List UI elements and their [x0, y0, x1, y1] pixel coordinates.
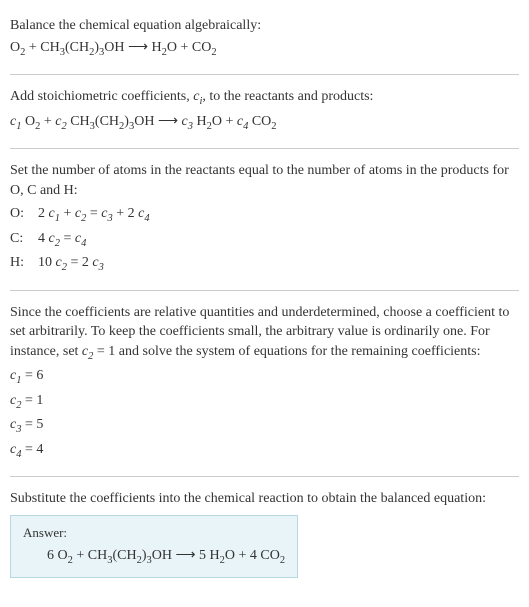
stoich-intro: Add stoichiometric coefficients, ci, to …	[10, 87, 519, 109]
equation-coefficients: c1 O2 + c2 CH3(CH2)3OH ⟶ c3 H2O + c4 CO2	[10, 112, 519, 134]
atom-equation: 4 c2 = c4	[38, 229, 86, 251]
coeff: c1	[10, 368, 21, 383]
coeff: c3	[10, 417, 21, 432]
coeff-result: c1 = 6	[10, 366, 519, 388]
atom-equation: 10 c2 = 2 c3	[38, 253, 104, 275]
atom-label: C:	[10, 229, 38, 251]
divider	[10, 74, 519, 75]
coeff-value: = 6	[21, 368, 43, 383]
atom-equation-table: O: 2 c1 + c2 = c3 + 2 c4 C: 4 c2 = c4 H:…	[10, 204, 519, 275]
atom-label: H:	[10, 253, 38, 275]
solve-intro: Since the coefficients are relative quan…	[10, 303, 519, 365]
section-balance-intro: Balance the chemical equation algebraica…	[10, 8, 519, 70]
atom-row-h: H: 10 c2 = 2 c3	[10, 253, 519, 275]
equation-initial: O2 + CH3(CH2)3OH ⟶ H2O + CO2	[10, 38, 519, 60]
coeff: c4	[138, 206, 149, 221]
answer-intro: Substitute the coefficients into the che…	[10, 489, 519, 509]
section-solve: Since the coefficients are relative quan…	[10, 295, 519, 473]
section-answer: Substitute the coefficients into the che…	[10, 481, 519, 585]
answer-equation: 6 O2 + CH3(CH2)3OH ⟶ 5 H2O + 4 CO2	[23, 546, 285, 568]
answer-label: Answer:	[23, 524, 285, 542]
coeff-result: c2 = 1	[10, 391, 519, 413]
coeff: c4	[75, 231, 86, 246]
coeff: c4	[10, 442, 21, 457]
divider	[10, 148, 519, 149]
coeff: c1	[10, 114, 21, 129]
section-stoichiometric: Add stoichiometric coefficients, ci, to …	[10, 79, 519, 144]
coeff: c2	[75, 206, 86, 221]
coeff: c2	[82, 344, 93, 359]
coeff-value: = 4	[21, 442, 43, 457]
atom-equation: 2 c1 + c2 = c3 + 2 c4	[38, 204, 150, 226]
answer-box: Answer: 6 O2 + CH3(CH2)3OH ⟶ 5 H2O + 4 C…	[10, 515, 298, 578]
coeff: c2	[56, 255, 67, 270]
text-part: , to the reactants and products:	[202, 89, 373, 104]
text-part: Add stoichiometric coefficients,	[10, 89, 193, 104]
coeff-result: c4 = 4	[10, 440, 519, 462]
atom-row-o: O: 2 c1 + c2 = c3 + 2 c4	[10, 204, 519, 226]
coeff: c3	[182, 114, 193, 129]
coeff: c3	[92, 255, 103, 270]
coeff-value: = 1	[21, 393, 43, 408]
coeff: c2	[55, 114, 66, 129]
coeff: c4	[237, 114, 248, 129]
intro-text: Balance the chemical equation algebraica…	[10, 16, 519, 36]
text-part: = 1 and solve the system of equations fo…	[93, 344, 480, 359]
atom-label: O:	[10, 204, 38, 226]
coeff: c3	[101, 206, 112, 221]
divider	[10, 290, 519, 291]
atoms-intro: Set the number of atoms in the reactants…	[10, 161, 519, 200]
coeff-value: = 5	[21, 417, 43, 432]
coeff: c1	[49, 206, 60, 221]
coeff-result: c3 = 5	[10, 415, 519, 437]
atom-row-c: C: 4 c2 = c4	[10, 229, 519, 251]
coeff: c2	[10, 393, 21, 408]
section-atom-equations: Set the number of atoms in the reactants…	[10, 153, 519, 286]
divider	[10, 476, 519, 477]
coeff: c2	[49, 231, 60, 246]
